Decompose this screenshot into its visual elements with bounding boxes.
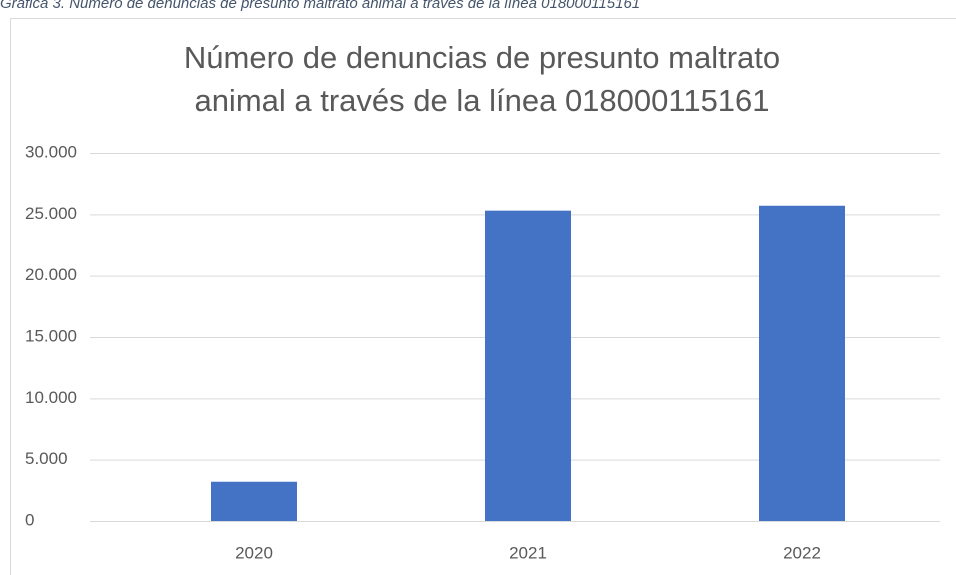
y-tick-label: 15.000 — [25, 326, 77, 345]
bar — [485, 210, 571, 522]
x-tick-label: 2021 — [509, 543, 547, 562]
bar — [211, 481, 297, 521]
y-tick-label: 5.000 — [25, 449, 68, 468]
bar — [759, 205, 845, 521]
x-tick-label: 2020 — [235, 543, 273, 562]
chart-title: animal a través de la línea 018000115161 — [194, 83, 769, 118]
caption: Gráfica 3. Número de denuncias de presun… — [0, 0, 640, 12]
x-tick-label: 2022 — [783, 543, 821, 562]
chart-title: Número de denuncias de presunto maltrato — [184, 40, 780, 75]
y-tick-label: 25.000 — [25, 204, 77, 223]
y-tick-label: 30.000 — [25, 142, 77, 161]
y-tick-label: 10.000 — [25, 388, 77, 407]
chart-border — [10, 18, 956, 575]
y-tick-label: 0 — [25, 510, 34, 529]
y-tick-label: 20.000 — [25, 265, 77, 284]
